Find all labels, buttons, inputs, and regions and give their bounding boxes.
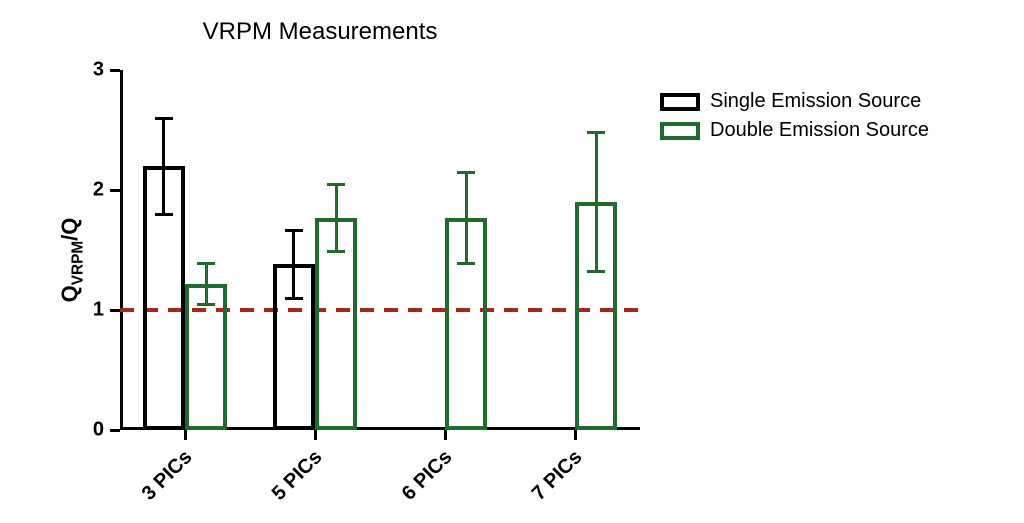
y-tick-label: 1 (93, 299, 104, 322)
legend-swatch (660, 93, 700, 111)
y-axis (120, 70, 123, 430)
error-cap (587, 270, 605, 273)
error-cap (587, 131, 605, 134)
x-tick-label: 7 PICs (528, 446, 588, 506)
y-tick-label: 0 (93, 419, 104, 442)
reference-line-dash (120, 308, 134, 312)
error-bar (292, 231, 295, 298)
x-tick (314, 430, 317, 440)
y-tick (110, 69, 120, 72)
reference-line-dash (360, 308, 374, 312)
error-bar (205, 263, 208, 304)
reference-line-dash (240, 308, 254, 312)
reference-line-dash (528, 308, 542, 312)
reference-line-dash (432, 308, 446, 312)
error-bar (595, 132, 598, 271)
chart-title: VRPM Measurements (0, 18, 640, 46)
error-bar (162, 118, 165, 214)
vrpm-chart: VRPM Measurements QVRPM/Q 01233 PICs5 PI… (0, 0, 1024, 523)
error-cap (197, 303, 215, 306)
error-cap (457, 171, 475, 174)
error-bar (465, 172, 468, 263)
y-tick-label: 3 (93, 59, 104, 82)
legend-label: Single Emission Source (710, 90, 921, 113)
x-tick (184, 430, 187, 440)
x-tick-label: 3 PICs (138, 446, 198, 506)
error-cap (327, 183, 345, 186)
error-cap (327, 250, 345, 253)
x-tick (444, 430, 447, 440)
x-tick-label: 6 PICs (398, 446, 458, 506)
y-tick-label: 2 (93, 179, 104, 202)
reference-line-dash (384, 308, 398, 312)
bar (185, 284, 227, 430)
error-cap (285, 229, 303, 232)
reference-line-dash (552, 308, 566, 312)
legend-item: Single Emission Source (660, 90, 929, 113)
reference-line-dash (624, 308, 638, 312)
error-bar (335, 184, 338, 251)
reference-line-dash (408, 308, 422, 312)
error-cap (457, 262, 475, 265)
legend-label: Double Emission Source (710, 119, 929, 142)
y-axis-label: QVRPM/Q (57, 218, 87, 303)
plot-area: 01233 PICs5 PICs6 PICs7 PICs (120, 70, 640, 430)
legend-swatch (660, 122, 700, 140)
y-tick (110, 309, 120, 312)
legend-item: Double Emission Source (660, 119, 929, 142)
y-tick (110, 429, 120, 432)
error-cap (285, 297, 303, 300)
y-tick (110, 189, 120, 192)
error-cap (155, 213, 173, 216)
x-tick (574, 430, 577, 440)
error-cap (197, 262, 215, 265)
reference-line-dash (504, 308, 518, 312)
legend: Single Emission Source Double Emission So… (660, 90, 929, 148)
x-tick-label: 5 PICs (268, 446, 328, 506)
error-cap (155, 117, 173, 120)
